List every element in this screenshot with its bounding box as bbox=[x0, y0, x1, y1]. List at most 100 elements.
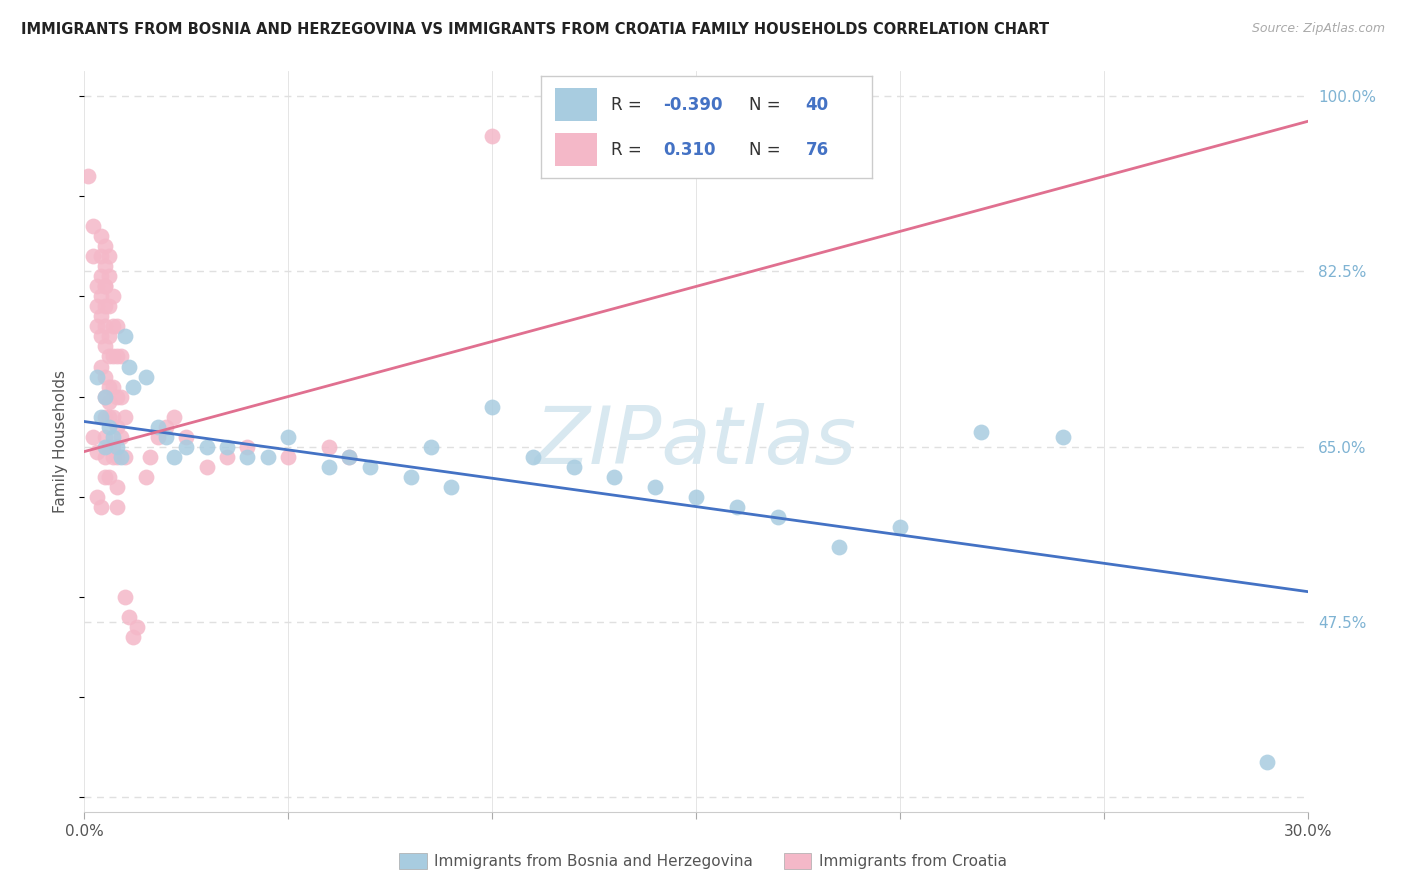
Point bbox=[105, 419, 128, 434]
Point bbox=[118, 609, 141, 624]
Point bbox=[97, 350, 120, 364]
Point bbox=[122, 379, 145, 393]
Point bbox=[101, 379, 124, 393]
Point bbox=[118, 359, 141, 374]
Text: 0.310: 0.310 bbox=[664, 141, 716, 159]
Point bbox=[217, 450, 239, 464]
Point bbox=[195, 440, 218, 454]
Point bbox=[110, 450, 132, 464]
Point bbox=[257, 450, 280, 464]
Point bbox=[97, 394, 120, 409]
Point bbox=[1052, 429, 1074, 443]
Point bbox=[889, 519, 911, 533]
Point bbox=[163, 450, 186, 464]
Point bbox=[101, 429, 124, 443]
Point bbox=[318, 440, 340, 454]
Point bbox=[90, 409, 112, 424]
Point bbox=[86, 369, 108, 384]
Point bbox=[97, 250, 120, 264]
Point bbox=[603, 469, 626, 483]
Point bbox=[86, 490, 108, 504]
Point bbox=[828, 540, 851, 554]
Point bbox=[163, 409, 186, 424]
Point bbox=[97, 440, 120, 454]
Text: IMMIGRANTS FROM BOSNIA AND HERZEGOVINA VS IMMIGRANTS FROM CROATIA FAMILY HOUSEHO: IMMIGRANTS FROM BOSNIA AND HERZEGOVINA V… bbox=[21, 22, 1049, 37]
Point bbox=[105, 440, 128, 454]
Point bbox=[127, 619, 149, 633]
Point bbox=[1256, 755, 1278, 769]
Point bbox=[970, 425, 993, 439]
Point bbox=[277, 450, 299, 464]
Point bbox=[725, 500, 748, 514]
Point bbox=[93, 440, 115, 454]
Point bbox=[97, 329, 120, 343]
Point bbox=[146, 419, 169, 434]
Point bbox=[97, 409, 120, 424]
Point bbox=[97, 379, 120, 393]
Point bbox=[77, 169, 100, 184]
Text: N =: N = bbox=[749, 141, 782, 159]
Point bbox=[82, 429, 104, 443]
Point bbox=[174, 440, 197, 454]
Point bbox=[105, 390, 128, 404]
Point bbox=[146, 429, 169, 443]
Point bbox=[644, 479, 666, 493]
Point bbox=[90, 229, 112, 244]
Point bbox=[195, 459, 218, 474]
Point bbox=[122, 630, 145, 644]
Point bbox=[481, 129, 503, 144]
Point bbox=[86, 279, 108, 293]
Point bbox=[101, 319, 124, 334]
Point bbox=[110, 390, 132, 404]
Point bbox=[135, 469, 157, 483]
Legend: Immigrants from Bosnia and Herzegovina, Immigrants from Croatia: Immigrants from Bosnia and Herzegovina, … bbox=[394, 847, 1012, 875]
Point bbox=[105, 500, 128, 514]
Point bbox=[97, 269, 120, 284]
Point bbox=[236, 440, 259, 454]
Point bbox=[135, 369, 157, 384]
Point bbox=[93, 300, 115, 314]
Point bbox=[93, 239, 115, 253]
Y-axis label: Family Households: Family Households bbox=[53, 370, 69, 513]
Point bbox=[90, 329, 112, 343]
Point bbox=[93, 390, 115, 404]
Point bbox=[97, 469, 120, 483]
Point bbox=[339, 450, 361, 464]
Point bbox=[97, 419, 120, 434]
Text: ZIPatlas: ZIPatlas bbox=[534, 402, 858, 481]
Point bbox=[86, 300, 108, 314]
Point bbox=[440, 479, 463, 493]
Point bbox=[86, 444, 108, 458]
Text: N =: N = bbox=[749, 95, 782, 113]
Point bbox=[339, 450, 361, 464]
Point bbox=[277, 429, 299, 443]
Point bbox=[420, 440, 443, 454]
Point bbox=[114, 409, 136, 424]
Point bbox=[93, 319, 115, 334]
Point bbox=[318, 459, 340, 474]
Point bbox=[110, 429, 132, 443]
Point bbox=[138, 450, 160, 464]
Point bbox=[93, 369, 115, 384]
Point bbox=[93, 279, 115, 293]
Point bbox=[155, 419, 177, 434]
Point bbox=[685, 490, 707, 504]
Point bbox=[481, 400, 503, 414]
Text: Source: ZipAtlas.com: Source: ZipAtlas.com bbox=[1251, 22, 1385, 36]
Point bbox=[90, 269, 112, 284]
Point bbox=[101, 409, 124, 424]
Point bbox=[359, 459, 381, 474]
Point bbox=[90, 310, 112, 324]
Point bbox=[90, 500, 112, 514]
Bar bbox=[554, 133, 598, 166]
Point bbox=[101, 289, 124, 303]
Text: 40: 40 bbox=[806, 95, 828, 113]
Text: 76: 76 bbox=[806, 141, 828, 159]
Point bbox=[101, 350, 124, 364]
Point bbox=[82, 219, 104, 234]
Point bbox=[114, 590, 136, 604]
Point bbox=[97, 300, 120, 314]
Point bbox=[90, 289, 112, 303]
Point bbox=[82, 250, 104, 264]
Point bbox=[93, 409, 115, 424]
